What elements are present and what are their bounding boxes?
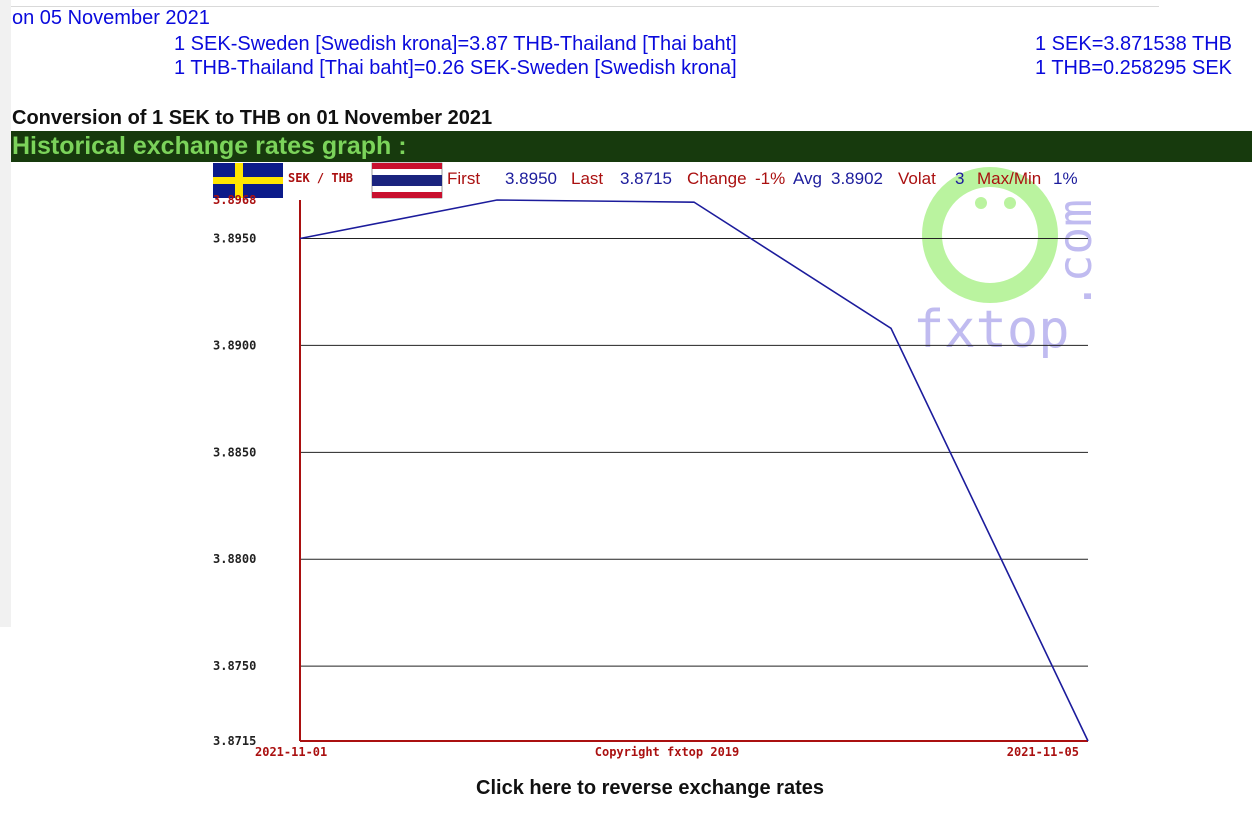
- watermark-brand: fxtop: [913, 300, 1070, 360]
- exchange-rate-chart[interactable]: fxtop .com SEK / THB First 3.8950 Last 3…: [205, 160, 1095, 765]
- first-label: First: [447, 169, 480, 188]
- left-margin-strip: [0, 0, 11, 627]
- y-axis-ticks: 3.8968 3.8950 3.8900 3.8850 3.8800 3.8750 3.87…: [213, 193, 256, 748]
- last-label: Last: [571, 169, 603, 188]
- x-axis-labels: 2021-11-01 Copyright fxtop 2019 2021-11-05: [255, 745, 1079, 759]
- conversion-title: Conversion of 1 SEK to THB on 01 Novembe…: [12, 107, 493, 129]
- currency-pair-label: SEK / THB: [288, 171, 353, 185]
- series-line: [299, 199, 1089, 742]
- graph-title: Historical exchange rates graph :: [12, 132, 407, 160]
- smiley-eye-icon: [975, 197, 987, 209]
- rate-thb-sek: 1 THB=0.258295 SEK: [1035, 57, 1232, 79]
- first-value: 3.8950: [505, 169, 557, 188]
- x-tick-label: 2021-11-05: [1007, 745, 1079, 759]
- rate-sek-thb: 1 SEK=3.871538 THB: [1035, 33, 1232, 55]
- volat-label: Volat: [898, 169, 936, 188]
- date-line: on 05 November 2021: [12, 7, 210, 29]
- avg-value: 3.8902: [831, 169, 883, 188]
- watermark-domain: .com: [1048, 199, 1095, 310]
- avg-label: Avg: [793, 169, 822, 188]
- last-value: 3.8715: [620, 169, 672, 188]
- smiley-eye-icon: [1004, 197, 1016, 209]
- conversion-thb-to-sek: 1 THB-Thailand [Thai baht]=0.26 SEK-Swed…: [174, 57, 737, 79]
- volat-value: 3: [955, 169, 964, 188]
- graph-header-bar: Historical exchange rates graph :: [11, 131, 1252, 162]
- y-tick-label: 3.8900: [213, 338, 256, 352]
- sweden-flag-icon: [213, 163, 283, 198]
- grid-lines: [300, 237, 1088, 667]
- conversion-sek-to-thb: 1 SEK-Sweden [Swedish krona]=3.87 THB-Th…: [174, 33, 737, 55]
- y-tick-label: 3.8968: [213, 193, 256, 207]
- y-tick-label: 3.8950: [213, 231, 256, 245]
- reverse-rates-link[interactable]: Click here to reverse exchange rates: [476, 777, 824, 799]
- top-divider: [11, 6, 1159, 7]
- smiley-face-icon: [922, 167, 1058, 303]
- x-tick-label: 2021-11-01: [255, 745, 327, 759]
- fxtop-watermark: fxtop .com: [913, 167, 1095, 360]
- chart-axes: [299, 200, 1088, 742]
- series-layer: [299, 199, 1089, 742]
- stats-line: First 3.8950 Last 3.8715 Change -1% Avg …: [447, 169, 1078, 188]
- y-tick-label: 3.8800: [213, 552, 256, 566]
- chart-svg: fxtop .com SEK / THB First 3.8950 Last 3…: [213, 162, 1095, 759]
- chart-copyright: Copyright fxtop 2019: [595, 745, 740, 759]
- maxmin-label: Max/Min: [977, 169, 1041, 188]
- change-value: -1%: [755, 169, 785, 188]
- maxmin-value: 1%: [1053, 169, 1078, 188]
- y-tick-label: 3.8850: [213, 445, 256, 459]
- y-tick-label: 3.8750: [213, 659, 256, 673]
- change-label: Change: [687, 169, 747, 188]
- thailand-flag-icon: [371, 162, 443, 199]
- y-tick-label: 3.8715: [213, 734, 256, 748]
